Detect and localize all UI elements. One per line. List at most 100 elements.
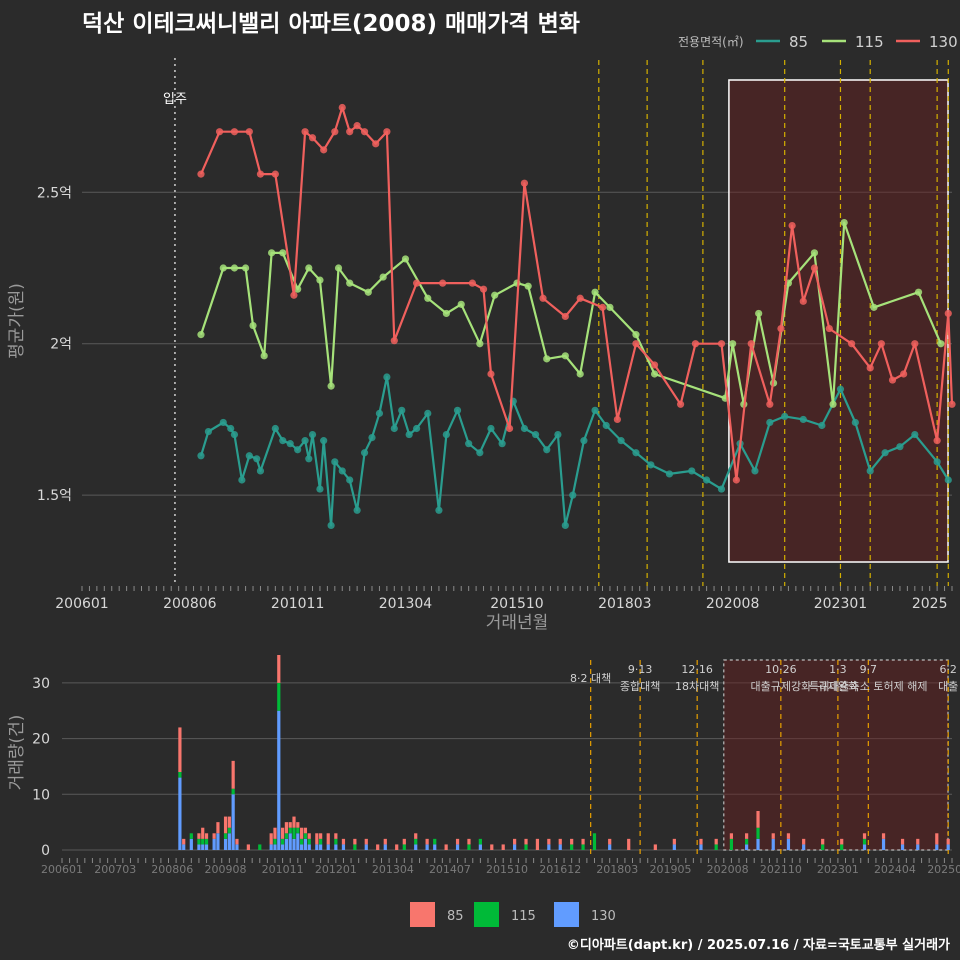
price-point-85-18 <box>327 521 335 530</box>
price-point-130-9 <box>320 146 328 154</box>
price-point-85-4 <box>230 430 239 439</box>
price-point-115-16 <box>401 255 410 263</box>
price-point-115-7 <box>279 249 287 257</box>
price-point-130-14 <box>360 128 369 136</box>
price-point-115-28 <box>606 303 614 311</box>
price-series-115 <box>197 218 945 408</box>
price-point-130-38 <box>777 324 785 333</box>
price-point-130-32 <box>676 400 685 408</box>
volume-bar-85-3 <box>197 833 201 839</box>
volume-legend-label-130: 130 <box>591 909 616 924</box>
volume-bar-130-38 <box>433 844 437 850</box>
price-point-85-27 <box>390 424 398 433</box>
volume-bar-130-36 <box>414 844 418 850</box>
policy-label-1: 9·13 종합대책 <box>620 663 660 693</box>
volume-bar-85-35 <box>402 838 406 845</box>
price-x-tick-6: 202008 <box>706 596 759 612</box>
price-y-tick-2: 2.5억 <box>37 185 72 201</box>
price-point-115-3 <box>241 264 250 272</box>
price-point-85-37 <box>487 424 495 433</box>
price-point-130-46 <box>888 376 897 384</box>
price-legend-label-130: 130 <box>929 33 958 51</box>
price-point-130-12 <box>346 128 354 136</box>
price-point-115-34 <box>755 309 763 318</box>
volume-bar-115-30 <box>353 844 357 850</box>
volume-bar-115-8 <box>223 833 228 839</box>
volume-x-tick-5: 201201 <box>315 863 357 876</box>
price-point-130-35 <box>732 476 740 484</box>
volume-bar-115-41 <box>467 844 471 850</box>
price-point-85-46 <box>580 437 588 445</box>
price-point-130-27 <box>576 294 584 302</box>
volume-bar-115-51 <box>581 844 585 850</box>
price-point-85-8 <box>256 467 265 475</box>
price-point-85-13 <box>301 437 309 445</box>
price-point-130-18 <box>413 279 421 287</box>
price-point-130-21 <box>479 285 488 293</box>
price-point-85-15 <box>308 430 317 439</box>
price-point-85-24 <box>368 434 376 442</box>
chart-title: 덕산 이테크써니밸리 아파트(2008) 매매가격 변화 <box>82 11 580 37</box>
price-point-85-21 <box>346 476 354 484</box>
volume-bar-85-62 <box>771 833 775 839</box>
policy-label-date-5: 9·7 <box>860 663 878 676</box>
price-point-85-51 <box>647 461 655 469</box>
volume-bar-85-15 <box>273 827 277 839</box>
volume-bar-85-27 <box>326 833 330 845</box>
price-x-tick-7: 202301 <box>814 596 867 612</box>
volume-bar-130-15 <box>273 844 277 850</box>
volume-bar-85-55 <box>653 844 657 850</box>
volume-bar-130-24 <box>307 844 311 850</box>
price-point-115-41 <box>914 288 923 296</box>
volume-legend-swatch-115 <box>474 902 499 927</box>
volume-bar-85-37 <box>425 838 429 845</box>
volume-bar-85-19 <box>288 822 292 828</box>
volume-bar-130-53 <box>608 844 612 850</box>
price-point-115-10 <box>316 276 324 284</box>
price-point-115-39 <box>840 218 848 227</box>
policy-label-date-2: 12·16 <box>681 663 713 676</box>
price-point-130-13 <box>353 122 361 130</box>
price-point-130-33 <box>691 340 700 348</box>
price-point-85-57 <box>751 467 759 475</box>
volume-bar-85-43 <box>490 844 494 850</box>
price-point-85-0 <box>197 452 205 460</box>
volume-bar-130-28 <box>334 844 338 850</box>
volume-bar-85-50 <box>570 838 574 845</box>
volume-bar-115-61 <box>756 827 760 839</box>
price-point-85-26 <box>383 373 391 381</box>
volume-bar-85-6 <box>212 833 216 839</box>
volume-x-tick-0: 200601 <box>41 863 83 876</box>
price-point-130-36 <box>747 340 755 348</box>
volume-bar-130-37 <box>425 844 429 850</box>
volume-bar-130-61 <box>756 838 760 850</box>
price-point-115-5 <box>260 352 268 360</box>
price-point-115-24 <box>543 355 551 363</box>
price-point-85-43 <box>554 430 562 439</box>
volume-bar-85-34 <box>395 844 399 850</box>
volume-bar-115-24 <box>307 838 311 845</box>
volume-y-tick-0: 0 <box>41 843 50 859</box>
volume-bar-85-49 <box>558 838 562 845</box>
volume-bar-130-64 <box>802 844 806 850</box>
price-point-85-3 <box>227 424 235 433</box>
volume-bar-130-6 <box>212 838 216 850</box>
price-point-85-9 <box>271 424 279 433</box>
policy-label-6: 6·2 대출 <box>938 663 958 693</box>
price-point-130-20 <box>468 279 476 287</box>
volume-bar-85-21 <box>296 822 300 828</box>
price-point-85-1 <box>204 427 213 436</box>
volume-bar-115-23 <box>303 833 308 839</box>
price-point-85-6 <box>245 452 253 460</box>
price-point-85-38 <box>498 440 506 448</box>
price-point-85-20 <box>338 467 346 475</box>
volume-bar-85-69 <box>900 838 905 845</box>
price-point-130-5 <box>271 170 279 178</box>
price-point-115-40 <box>870 303 878 311</box>
price-point-115-11 <box>327 382 335 390</box>
price-point-115-1 <box>219 264 227 272</box>
price-point-85-25 <box>375 409 384 417</box>
volume-legend: 85 115 130 <box>410 902 616 927</box>
policy-label-name-5: 특례대출축소 토허제 해제 <box>809 679 927 693</box>
volume-bar-85-8 <box>223 816 228 834</box>
